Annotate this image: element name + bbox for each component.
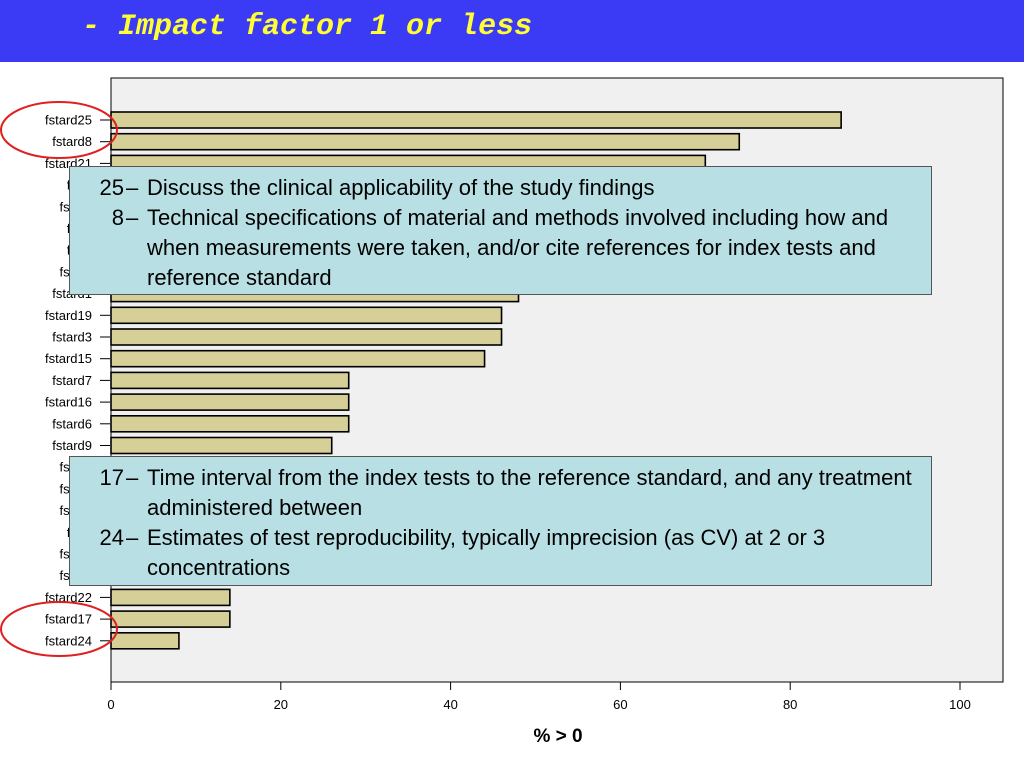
y-tick-label: fstard17 [45,612,92,627]
x-tick-label: 80 [783,697,797,712]
callout-top: 25 – Discuss the clinical applicability … [69,166,932,295]
x-tick-label: 60 [613,697,627,712]
callout-item-24: 24 – Estimates of test reproducibility, … [80,523,921,583]
callout-item-17: 17 – Time interval from the index tests … [80,463,921,523]
bar-fstard3 [110,328,503,346]
y-tick-label: fstard8 [52,134,92,149]
x-tick-label: 20 [274,697,288,712]
bar-fstard25 [110,111,842,129]
x-axis-label: % > 0 [533,726,582,747]
x-tick-label: 40 [443,697,457,712]
title-bar: - Impact factor 1 or less [0,0,1024,62]
bar-fstard24 [110,631,180,650]
callout-number: 17 [99,465,124,490]
y-tick-label: fstard7 [52,373,92,388]
highlight-ellipse-bottom [0,601,118,657]
bar-fstard17 [110,610,231,628]
slide-title: - Impact factor 1 or less [82,10,533,44]
callout-dash: – [126,175,139,200]
y-tick-label: fstard15 [45,351,92,366]
callout-text: Technical specifications of material and… [147,205,889,290]
bar-fstard19 [110,306,503,325]
callout-item-25: 25 – Discuss the clinical applicability … [80,173,921,203]
x-tick-label: 100 [949,697,971,712]
callout-text: Estimates of test reproducibility, typic… [147,525,826,580]
y-tick-label: fstard6 [52,416,92,431]
callout-bottom: 17 – Time interval from the index tests … [69,456,932,586]
bar-fstard8 [110,132,741,151]
callout-number: 24 [99,525,124,550]
callout-dash: – [126,205,139,230]
bar-fstard9 [110,436,333,455]
bar-fstard7 [110,371,350,390]
x-tick-label: 0 [107,697,114,712]
y-tick-label: fstard16 [45,395,92,410]
y-tick-label: fstard25 [45,113,92,128]
callout-text: Time interval from the index tests to th… [147,465,912,520]
highlight-ellipse-top [0,101,118,159]
bar-fstard22 [110,588,231,607]
y-tick-label: fstard24 [45,633,92,648]
callout-dash: – [126,465,139,490]
callout-dash: – [126,525,139,550]
bar-fstard16 [110,393,350,411]
callout-text: Discuss the clinical applicability of th… [147,175,655,200]
bar-fstard15 [110,349,486,368]
y-tick-label: fstard3 [52,330,92,345]
callout-number: 25 [99,175,124,200]
callout-number: 8 [111,205,124,230]
bar-fstard6 [110,414,350,433]
callout-item-8: 8 – Technical specifications of material… [80,203,921,293]
y-tick-label: fstard9 [52,438,92,453]
y-tick-label: fstard19 [45,308,92,323]
